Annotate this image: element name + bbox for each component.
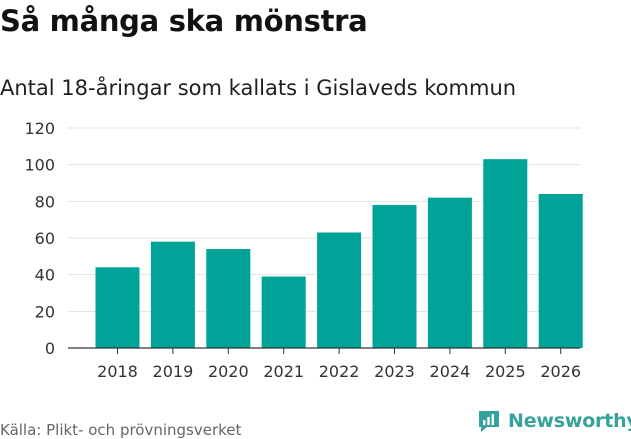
bar-2018	[95, 267, 140, 348]
x-tick-label: 2018	[97, 362, 138, 381]
x-tick-label: 2026	[540, 362, 581, 381]
y-tick-label: 60	[35, 229, 55, 248]
source-note: Källa: Plikt- och prövningsverket	[0, 421, 242, 439]
bar-2020	[206, 249, 251, 348]
bar-2025	[483, 159, 528, 348]
x-tick-label: 2025	[485, 362, 526, 381]
bars	[95, 159, 583, 348]
brand-name: Newsworthy	[508, 410, 631, 432]
chart-title: Så många ska mönstra	[0, 4, 368, 38]
y-tick-label: 20	[35, 302, 55, 321]
x-tick-label: 2023	[374, 362, 415, 381]
bar-2019	[150, 241, 195, 348]
x-tick-label: 2020	[208, 362, 249, 381]
y-tick-label: 40	[35, 266, 55, 285]
bar-2026	[538, 194, 583, 348]
newsworthy-logo: Newsworthy	[476, 408, 631, 434]
y-tick-label: 0	[45, 339, 55, 358]
x-axis-ticks: 2018 2019 2020 2021 2022 2023 2024 2025 2026	[97, 348, 581, 381]
x-tick-label: 2022	[319, 362, 360, 381]
y-tick-label: 120	[24, 119, 55, 138]
bar-2021	[261, 276, 306, 348]
y-tick-label: 100	[24, 156, 55, 175]
y-axis-ticks: 0 20 40 60 80 100 120	[24, 119, 55, 358]
bar-2024	[427, 197, 472, 348]
x-tick-label: 2021	[263, 362, 304, 381]
x-tick-label: 2019	[153, 362, 194, 381]
newsworthy-logo-icon	[479, 411, 499, 432]
bar-2023	[372, 205, 417, 348]
x-tick-label: 2024	[430, 362, 471, 381]
chart-subtitle: Antal 18-åringar som kallats i Gislaveds…	[0, 76, 517, 100]
y-tick-label: 80	[35, 192, 55, 211]
bar-2022	[317, 232, 362, 348]
